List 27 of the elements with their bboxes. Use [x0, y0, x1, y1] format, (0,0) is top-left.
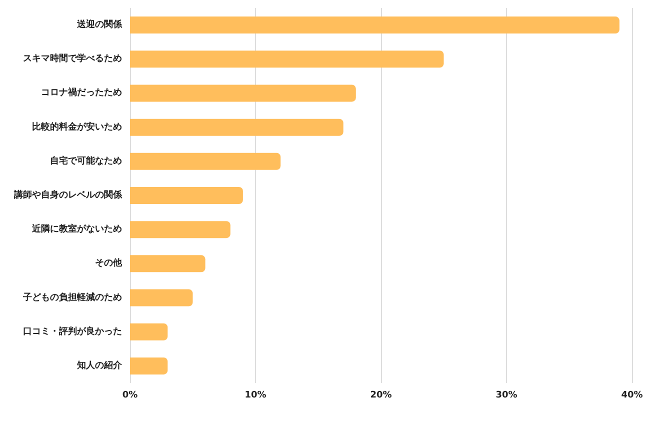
y-tick-label: 自宅で可能なため [50, 155, 122, 166]
y-tick-label: 知人の紹介 [76, 360, 123, 371]
x-tick-label: 30% [496, 390, 518, 400]
bar [130, 118, 344, 136]
bar [130, 289, 193, 306]
bar [130, 152, 281, 170]
x-tick-label: 20% [370, 390, 392, 400]
y-tick-label: その他 [95, 258, 123, 269]
bar [130, 187, 243, 204]
x-tick-label: 0% [122, 390, 138, 400]
y-tick-label: 比較的料金が安いため [32, 121, 122, 132]
bar [130, 84, 356, 102]
bar [130, 221, 230, 238]
y-tick-label: 子どもの負担軽減のため [22, 292, 122, 303]
bar [130, 255, 206, 272]
y-tick-label: 送迎の関係 [76, 19, 123, 30]
y-tick-label: 口コミ・評判が良かった [23, 326, 122, 337]
bar [130, 16, 620, 34]
x-tick-label: 40% [621, 390, 643, 400]
y-tick-label: 近隣に教室がないため [31, 224, 122, 235]
bar [130, 323, 168, 340]
bar [130, 50, 444, 68]
y-tick-label: スキマ時間で学べるため [23, 53, 122, 64]
y-tick-label: コロナ禍だったため [41, 87, 122, 98]
y-tick-label: 講師や自身のレベルの関係 [13, 190, 123, 200]
bar [130, 357, 168, 374]
x-tick-label: 10% [244, 390, 266, 400]
